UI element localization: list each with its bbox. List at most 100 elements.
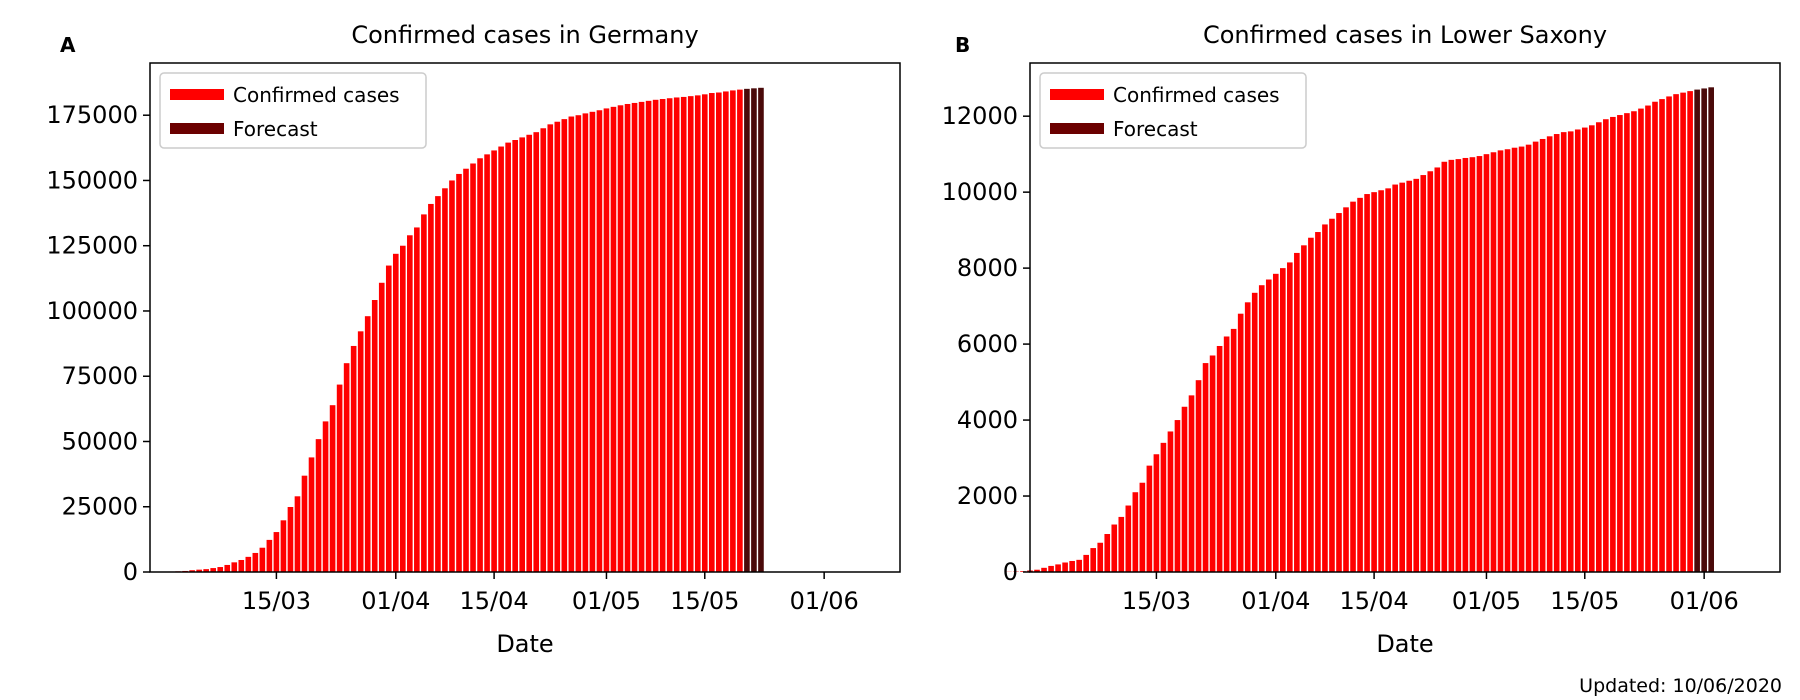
bar-confirmed <box>569 117 575 572</box>
bar-confirmed <box>1168 431 1174 572</box>
bar-confirmed <box>1385 188 1391 572</box>
bar-confirmed <box>421 214 427 572</box>
legend-swatch-confirmed <box>170 89 224 100</box>
bar-confirmed <box>477 158 483 572</box>
bar-confirmed <box>695 95 701 572</box>
bar-confirmed <box>407 235 413 572</box>
bar-confirmed <box>597 110 603 572</box>
bar-confirmed <box>1526 145 1532 572</box>
bar-confirmed <box>1434 167 1440 572</box>
bar-forecast <box>1708 87 1714 572</box>
bar-forecast <box>744 89 750 572</box>
x-tick-label: 01/06 <box>1670 587 1739 615</box>
y-tick-label: 2000 <box>957 482 1018 510</box>
bar-confirmed <box>344 363 350 572</box>
bar-confirmed <box>716 93 722 573</box>
bar-confirmed <box>1069 561 1075 572</box>
bar-confirmed <box>1111 525 1117 572</box>
bar-confirmed <box>1631 111 1637 572</box>
bar-confirmed <box>358 331 364 572</box>
bar-confirmed <box>1505 149 1511 572</box>
bar-confirmed <box>1329 219 1335 572</box>
bar-confirmed <box>1673 94 1679 572</box>
bar-confirmed <box>1617 115 1623 572</box>
bar-confirmed <box>1140 483 1146 572</box>
legend-label-forecast: Forecast <box>233 117 318 141</box>
bar-confirmed <box>702 94 708 572</box>
bar-confirmed <box>519 137 525 572</box>
bar-confirmed <box>618 105 624 572</box>
bar-confirmed <box>1589 125 1595 572</box>
bar-confirmed <box>1245 302 1251 572</box>
y-tick-label: 75000 <box>62 362 138 390</box>
y-tick-label: 150000 <box>46 166 138 194</box>
bar-confirmed <box>533 132 539 572</box>
bar-confirmed <box>281 520 287 572</box>
bar-confirmed <box>1477 156 1483 572</box>
bar-confirmed <box>414 227 420 572</box>
bar-confirmed <box>505 143 511 572</box>
legend-swatch-confirmed <box>1050 89 1104 100</box>
bar-confirmed <box>1638 109 1644 572</box>
bar-confirmed <box>1406 181 1412 572</box>
bar-confirmed <box>1547 136 1553 572</box>
legend-swatch-forecast <box>1050 123 1104 134</box>
bar-confirmed <box>1062 563 1068 573</box>
bar-confirmed <box>1378 190 1384 572</box>
legend: Confirmed casesForecast <box>1040 73 1306 148</box>
bar-confirmed <box>1266 280 1272 572</box>
bar-confirmed <box>1399 183 1405 572</box>
bar-confirmed <box>1470 157 1476 572</box>
bar-confirmed <box>1343 207 1349 572</box>
bar-confirmed <box>1540 139 1546 572</box>
bar-confirmed <box>253 553 259 572</box>
bar-confirmed <box>1280 268 1286 572</box>
bar-confirmed <box>1090 548 1096 572</box>
bar-confirmed <box>428 204 434 572</box>
bar-confirmed <box>1133 492 1139 572</box>
x-tick-label: 15/05 <box>670 587 739 615</box>
bar-confirmed <box>1252 293 1258 572</box>
bar-confirmed <box>246 557 252 572</box>
x-axis-label: Date <box>1376 630 1433 658</box>
bar-confirmed <box>639 102 645 572</box>
bar-confirmed <box>274 532 280 572</box>
bar-confirmed <box>351 346 357 572</box>
bar-confirmed <box>1315 232 1321 572</box>
bar-confirmed <box>1442 162 1448 572</box>
x-axis-label: Date <box>496 630 553 658</box>
bar-confirmed <box>1610 117 1616 572</box>
bar-confirmed <box>1624 113 1630 572</box>
bar-confirmed <box>730 90 736 572</box>
x-tick-label: 15/04 <box>1340 587 1409 615</box>
bar-confirmed <box>653 100 659 572</box>
bar-confirmed <box>1512 148 1518 572</box>
bar-confirmed <box>1413 179 1419 572</box>
bar-confirmed <box>1568 131 1574 572</box>
bar-confirmed <box>1294 253 1300 572</box>
bar-confirmed <box>1175 420 1181 572</box>
bar-confirmed <box>238 560 244 572</box>
bar-confirmed <box>604 108 610 572</box>
bar-forecast <box>1694 90 1700 572</box>
bar-confirmed <box>632 103 638 572</box>
bar-forecast <box>758 88 764 572</box>
bar-confirmed <box>231 562 237 572</box>
bar-confirmed <box>1491 152 1497 572</box>
bar-confirmed <box>1231 329 1237 572</box>
bar-confirmed <box>1273 274 1279 572</box>
bar-confirmed <box>737 90 743 572</box>
y-tick-label: 50000 <box>62 427 138 455</box>
legend: Confirmed casesForecast <box>160 73 426 148</box>
y-tick-label: 4000 <box>957 406 1018 434</box>
bar-confirmed <box>660 99 666 572</box>
bar-confirmed <box>1196 380 1202 572</box>
y-tick-label: 12000 <box>942 102 1018 130</box>
bar-confirmed <box>681 97 687 572</box>
bar-confirmed <box>400 246 406 572</box>
bar-confirmed <box>1118 517 1124 572</box>
bar-confirmed <box>442 188 448 572</box>
bar-confirmed <box>583 113 589 572</box>
bar-confirmed <box>1357 198 1363 572</box>
